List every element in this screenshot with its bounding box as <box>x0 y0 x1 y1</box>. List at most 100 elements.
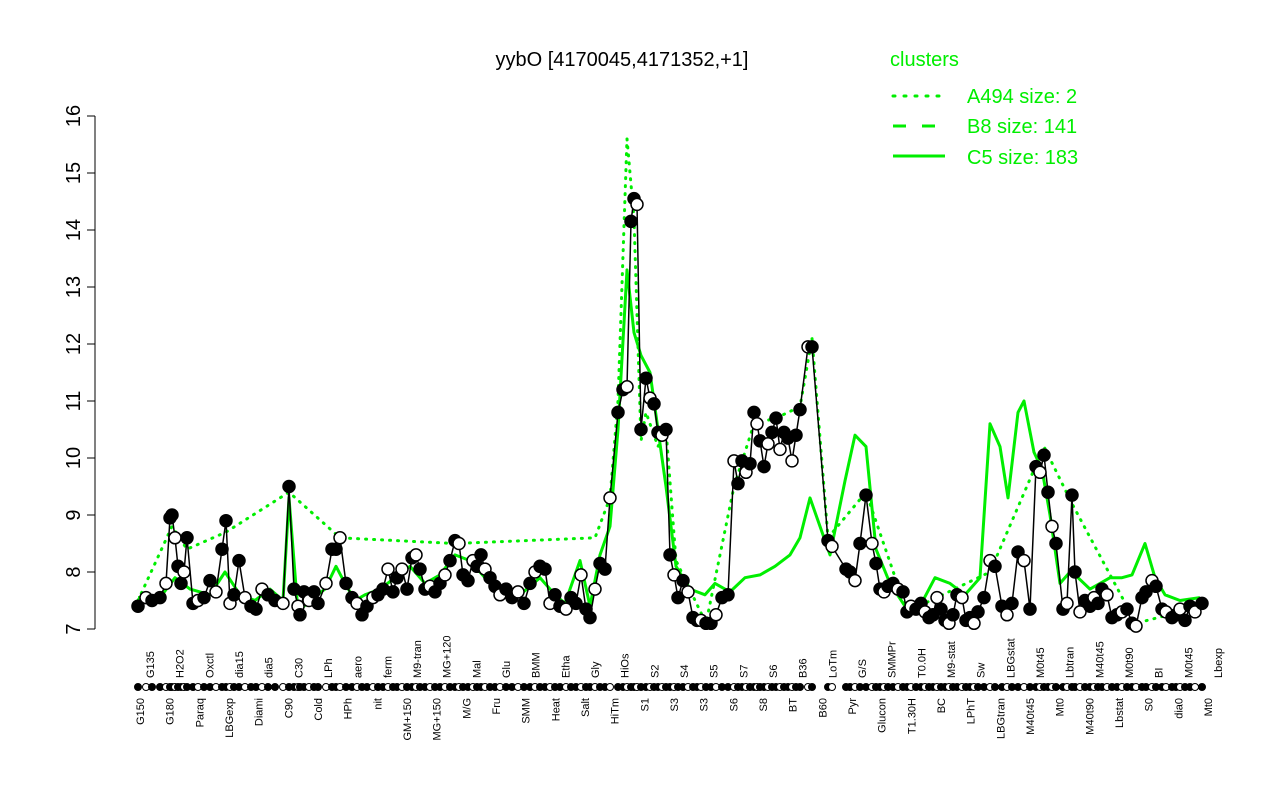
x-category-label: T1.30H <box>906 698 918 734</box>
data-point <box>977 590 991 605</box>
x-category-label: Cold <box>313 698 325 721</box>
data-point <box>319 576 333 591</box>
data-point <box>743 456 757 471</box>
data-point <box>588 582 602 596</box>
data-point <box>174 576 188 591</box>
x-category-label: BI <box>1154 668 1166 678</box>
data-point <box>671 590 685 605</box>
x-category-label: GM+150 <box>402 698 414 741</box>
data-point <box>930 590 944 605</box>
data-point <box>1023 602 1037 616</box>
rug-marker <box>134 683 142 691</box>
y-tick-label: 11 <box>63 391 85 412</box>
x-category-label: nit <box>372 698 384 710</box>
data-point <box>1000 608 1014 622</box>
rug-marker <box>808 683 816 691</box>
x-category-label: Mal <box>471 660 483 678</box>
data-point <box>624 214 638 229</box>
rug-marker <box>606 683 614 691</box>
data-point <box>793 402 807 417</box>
data-point <box>209 585 223 599</box>
x-category-label: B60 <box>817 698 829 718</box>
data-point <box>386 585 400 599</box>
x-category-label: G/S <box>857 659 869 678</box>
x-category-label: G180 <box>165 698 177 725</box>
rug-marker <box>796 683 804 691</box>
x-category-label: Diami <box>254 698 266 726</box>
data-point <box>859 488 873 502</box>
x-category-label: M/G <box>461 698 473 719</box>
x-category-label: HiTm <box>610 698 622 724</box>
x-category-label: M40t90 <box>1084 698 1096 735</box>
x-category-label: Lbstat <box>1114 698 1126 728</box>
data-point <box>1033 465 1047 480</box>
x-category-label: Sw <box>976 663 988 678</box>
data-point <box>946 608 960 622</box>
data-point <box>232 553 246 568</box>
x-category-label: G150 <box>135 698 147 725</box>
data-point <box>1037 448 1051 462</box>
x-category-label: Salt <box>580 698 592 717</box>
x-axis-rug <box>134 683 1206 691</box>
data-point <box>307 585 321 599</box>
legend-item-a494: A494 size: 2 <box>967 86 1077 108</box>
rug-marker <box>1191 683 1199 691</box>
data-point <box>559 602 573 616</box>
x-category-label: M40t45 <box>1025 698 1037 735</box>
x-category-label: M40t45 <box>1094 641 1106 678</box>
x-category-label: M0t90 <box>1124 647 1136 678</box>
data-point <box>409 548 423 562</box>
data-point <box>785 454 799 468</box>
data-point <box>611 405 625 420</box>
data-point <box>709 608 723 622</box>
x-category-label: Oxctl <box>204 653 216 678</box>
legend-title: clusters <box>890 49 959 71</box>
data-point <box>413 562 427 576</box>
data-point <box>1005 596 1019 611</box>
x-category-label: MG+150 <box>432 698 444 741</box>
x-category-label: S2 <box>649 665 661 678</box>
data-point <box>583 610 597 625</box>
rug-marker <box>264 683 272 691</box>
data-point <box>747 405 761 420</box>
data-point <box>967 616 981 631</box>
data-point <box>443 553 457 568</box>
x-category-label: S6 <box>728 698 740 711</box>
data-point <box>848 573 862 588</box>
data-point <box>896 585 910 599</box>
data-point <box>569 596 583 611</box>
data-point <box>663 548 677 562</box>
data-point <box>1073 605 1087 619</box>
x-category-label: MG+120 <box>442 636 454 679</box>
data-point <box>461 573 475 588</box>
x-category-label: Etha <box>560 654 572 678</box>
data-point <box>293 608 307 622</box>
x-category-label: C90 <box>283 698 295 718</box>
x-category-label: dia0 <box>1173 698 1185 719</box>
x-category-label: S1 <box>639 698 651 711</box>
x-category-label: HPh <box>343 698 355 719</box>
y-tick-label: 12 <box>63 333 85 355</box>
x-category-label: B36 <box>798 658 810 678</box>
data-point <box>603 491 617 505</box>
x-category-label: S3 <box>699 698 711 711</box>
data-point <box>805 340 819 354</box>
x-axis-labels: G150 G180 Paraq LBGexp Diami C90 Cold HPh nit GM+… <box>135 636 1225 741</box>
x-category-label: Glu <box>501 661 513 678</box>
x-category-label: BMM <box>531 652 543 678</box>
data-point <box>1129 619 1143 633</box>
x-category-label: LBGexp <box>224 698 236 738</box>
y-tick-label: 7 <box>63 623 85 634</box>
y-tick-label: 8 <box>63 566 85 577</box>
x-category-label: aero <box>353 656 365 678</box>
data-point <box>1149 579 1163 594</box>
x-category-label: C30 <box>293 658 305 678</box>
data-point <box>721 588 735 602</box>
rug-marker <box>271 683 279 691</box>
data-point <box>620 380 634 394</box>
data-point <box>474 548 488 562</box>
data-point <box>1041 485 1055 499</box>
x-category-label: LPhT <box>966 698 978 725</box>
data-point <box>227 588 241 602</box>
